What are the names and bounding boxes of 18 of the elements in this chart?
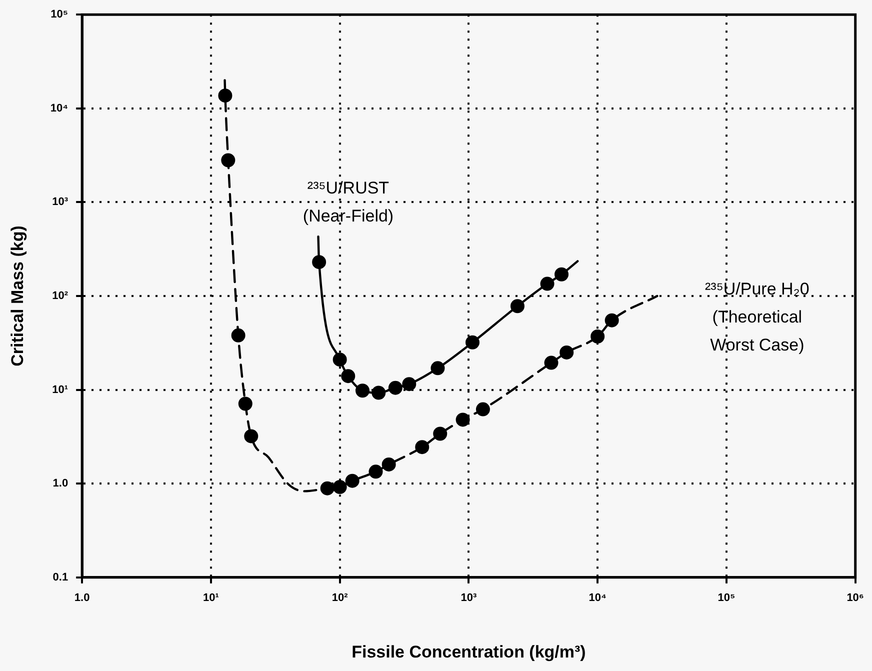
y-tick-label: 0.1 (52, 571, 68, 584)
y-tick-label: 10⁵ (50, 8, 68, 21)
x-axis-title: Fissile Concentration (kg/m³) (352, 642, 586, 662)
x-tick-label: 10³ (460, 592, 477, 604)
x-tick-label: 1.0 (74, 592, 90, 604)
x-tick-label: 10² (332, 592, 348, 604)
y-tick-label: 10² (52, 290, 68, 302)
y-axis-title: Critical Mass (kg) (8, 226, 27, 366)
y-tick-label: 10⁴ (50, 102, 68, 114)
y-tick-label: 1.0 (52, 478, 68, 490)
series-label: ²³⁵U/RUST (Near-Field) (302, 178, 394, 226)
x-tick-label: 10¹ (203, 592, 220, 604)
y-tick-label: 10¹ (52, 384, 68, 396)
x-tick-label: 10⁶ (846, 592, 864, 604)
text: ²³⁵U/Pure H₂0 (Theoretical Worst Case) (705, 280, 810, 355)
y-tick-label: 10³ (52, 196, 68, 208)
x-tick-label: 10⁴ (588, 592, 606, 604)
x-tick-label: 10⁵ (718, 592, 736, 604)
